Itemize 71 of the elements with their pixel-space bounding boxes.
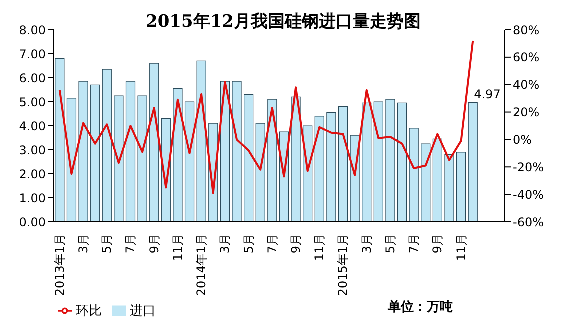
bar [138, 96, 148, 222]
x-tick-label: 3月 [76, 234, 91, 254]
bar [78, 81, 88, 222]
y2-tick-label: 0% [513, 132, 532, 147]
bar [456, 152, 466, 222]
y-tick-label: 2.00 [19, 167, 46, 182]
y-tick-label: 6.00 [19, 71, 46, 86]
y2-tick-label: -40% [513, 188, 544, 202]
x-tick-label: 7月 [407, 234, 422, 254]
bar [338, 106, 348, 222]
bar [232, 81, 242, 222]
x-tick-label: 9月 [147, 234, 162, 254]
bar [386, 99, 396, 222]
y-tick-label: 7.00 [19, 47, 46, 62]
x-tick-label: 9月 [430, 234, 445, 254]
bar [90, 84, 100, 222]
bar [114, 96, 124, 222]
bar [291, 96, 301, 222]
y-tick-label: 5.00 [19, 95, 46, 110]
x-tick-label: 7月 [265, 234, 280, 254]
x-tick-label: 11月 [454, 234, 468, 262]
bar [66, 98, 77, 222]
x-tick-label: 2015年1月 [336, 234, 350, 296]
bar [150, 63, 160, 222]
bar [397, 102, 408, 222]
y-tick-label: 4.00 [19, 119, 46, 134]
legend-label: 环比 [76, 304, 102, 319]
x-tick-label: 11月 [312, 234, 327, 262]
x-tick-label: 3月 [360, 234, 374, 254]
bar [184, 102, 195, 222]
bar [444, 154, 454, 222]
line-series [58, 40, 474, 194]
y-tick-label: 3.00 [19, 143, 46, 158]
y2-tick-label: 40% [513, 78, 540, 92]
y-tick-label: 0.00 [19, 215, 46, 230]
y2-tick-label: 60% [513, 50, 540, 65]
bar [409, 128, 419, 222]
bar [362, 102, 372, 222]
x-tick-label: 3月 [218, 234, 232, 254]
bar [468, 102, 478, 222]
text: 单位：万吨 [388, 299, 453, 316]
bar [268, 99, 278, 222]
bar [55, 58, 65, 222]
y2-tick-label: -60% [513, 215, 544, 230]
bar [326, 112, 336, 222]
bar [256, 123, 266, 222]
bar [374, 102, 384, 222]
bar [432, 138, 442, 222]
y2-tick-label: 20% [513, 106, 540, 120]
data-label: 4.97 [474, 88, 501, 102]
x-tick-label: 9月 [289, 234, 304, 254]
legend-label: 进口 [130, 304, 156, 319]
x-tick-label: 5月 [242, 234, 256, 254]
x-tick-label: 5月 [100, 234, 114, 254]
y2-tick-label: -20% [513, 160, 544, 174]
bar [126, 81, 136, 222]
x-tick-label: 5月 [383, 234, 398, 254]
x-tick-label: 11月 [170, 234, 185, 262]
bar [421, 144, 431, 222]
y-tick-label: 1.00 [19, 191, 46, 206]
bar [196, 60, 206, 222]
y2-tick-label: 80% [513, 23, 540, 38]
chart-title: 2015年12月我国硅钢进口量走势图 [146, 12, 421, 32]
bar [314, 116, 324, 222]
y-tick-label: 8.00 [19, 23, 46, 38]
x-tick-label: 2014年1月 [194, 234, 209, 296]
bar [173, 88, 183, 222]
bar [244, 94, 254, 222]
x-tick-label: 2013年1月 [52, 234, 67, 296]
bar [102, 69, 112, 222]
x-tick-label: 7月 [124, 234, 138, 254]
